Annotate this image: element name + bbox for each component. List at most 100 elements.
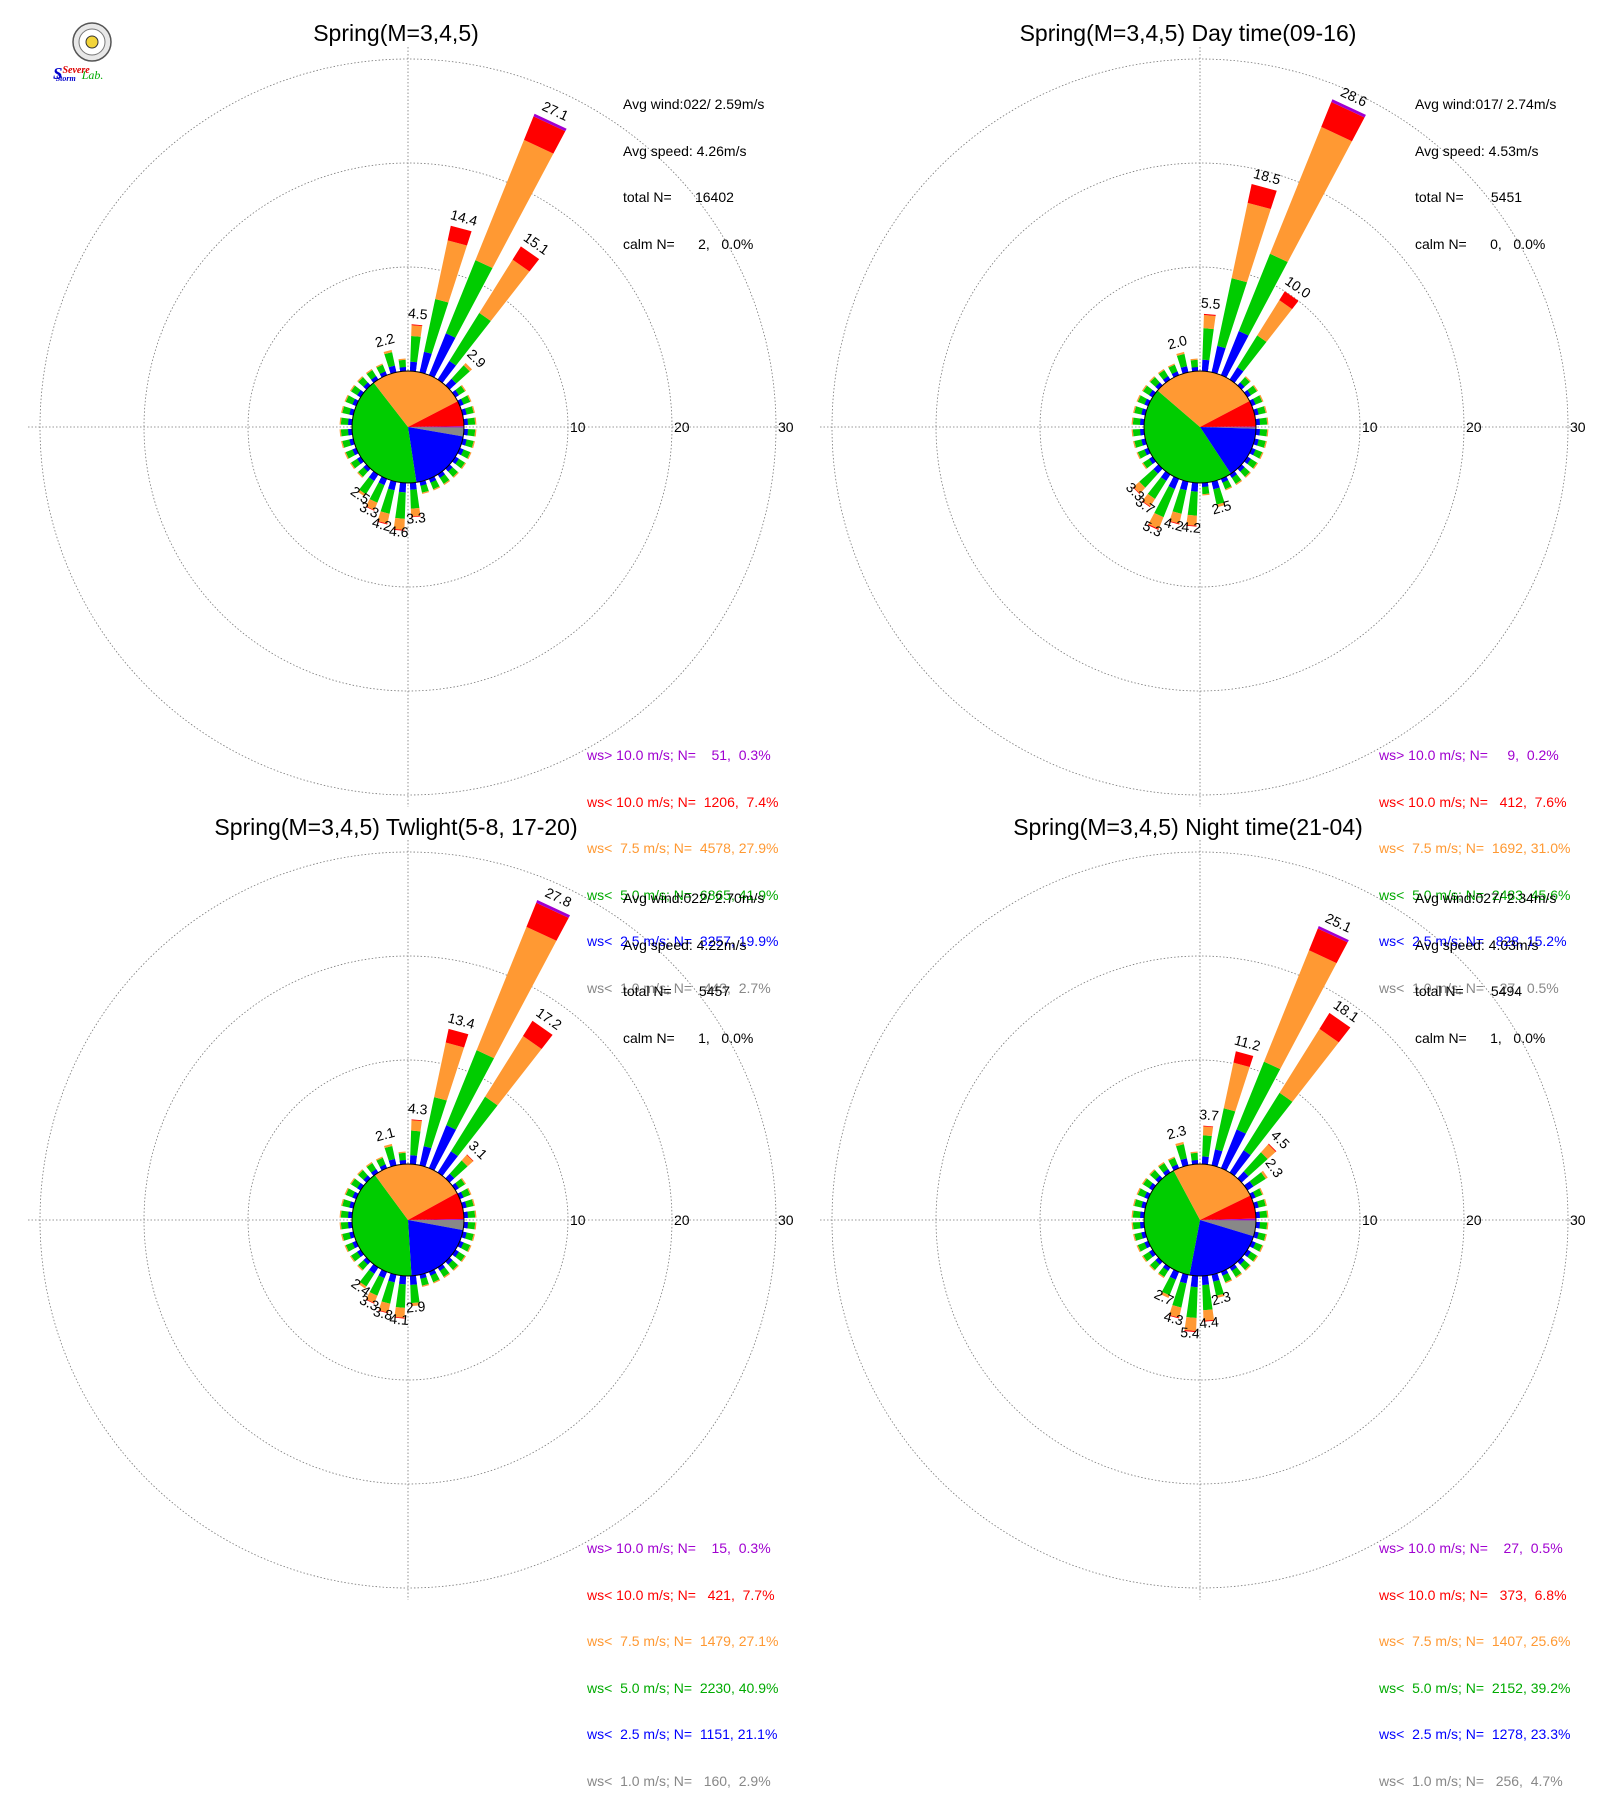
stats-box: Avg wind:022/ 2.70m/s Avg speed: 4.22m/s… bbox=[623, 860, 764, 1077]
petal-segment bbox=[345, 1242, 356, 1252]
petal-base bbox=[363, 382, 371, 390]
petal-segment bbox=[1168, 1314, 1180, 1319]
petal-label: 5.5 bbox=[1200, 294, 1221, 312]
petal-segment bbox=[398, 359, 406, 368]
petal-segment bbox=[366, 369, 377, 380]
petal-segment bbox=[1167, 363, 1175, 368]
petal-segment bbox=[467, 1245, 472, 1253]
petal-segment bbox=[357, 489, 366, 497]
petal-segment bbox=[460, 384, 467, 392]
petal-segment bbox=[447, 225, 472, 246]
petal-segment bbox=[434, 1042, 465, 1101]
petal-base bbox=[1171, 1269, 1180, 1276]
legend-lt7-5: ws< 7.5 m/s; N= 1692, 31.0% bbox=[1379, 840, 1571, 856]
petal-segment bbox=[1190, 1152, 1198, 1161]
petal-label: 4.5 bbox=[408, 305, 429, 323]
petal-segment bbox=[1263, 1198, 1267, 1207]
petal-base bbox=[352, 447, 359, 456]
legend-lt2-5: ws< 2.5 m/s; N= 1278, 23.3% bbox=[1379, 1726, 1571, 1742]
petal-base bbox=[1191, 367, 1199, 372]
petal-segment bbox=[1132, 486, 1141, 495]
petal-segment bbox=[376, 1157, 386, 1168]
legend-lt1: ws< 1.0 m/s; N= 160, 2.9% bbox=[587, 1772, 771, 1789]
petal-segment bbox=[1136, 394, 1141, 402]
windrose-figure: 10 20 304.514.427.115.12.92.23.34.64.23.32… bbox=[28, 47, 1586, 1600]
petal-segment bbox=[1203, 1319, 1215, 1322]
petal-segment bbox=[455, 1178, 466, 1189]
petal-segment bbox=[1132, 1222, 1141, 1230]
petal-label: 2.9 bbox=[405, 1298, 426, 1316]
petal-segment bbox=[1244, 1264, 1251, 1271]
petal-segment bbox=[450, 1096, 498, 1157]
petal-base bbox=[1249, 1240, 1256, 1249]
petal-segment bbox=[451, 365, 470, 384]
petal-segment bbox=[1259, 1210, 1268, 1218]
calm-pie-slice bbox=[408, 426, 464, 428]
ring-label: 20 bbox=[1466, 1212, 1482, 1228]
logo-word-2: Storm bbox=[55, 74, 76, 83]
petal-segment bbox=[342, 1232, 352, 1241]
petal-segment bbox=[350, 1251, 361, 1262]
petal-segment bbox=[430, 1272, 440, 1283]
total-count: total N= 5451 bbox=[1415, 189, 1523, 205]
petal-segment bbox=[471, 440, 475, 449]
petal-segment bbox=[398, 1152, 406, 1161]
petal-segment bbox=[428, 1125, 457, 1171]
petal-segment bbox=[460, 1188, 471, 1198]
petal-segment bbox=[1132, 417, 1141, 425]
petal-segment bbox=[411, 1119, 423, 1122]
petal-segment bbox=[357, 1264, 364, 1271]
petal-segment bbox=[460, 1177, 467, 1185]
petal-segment bbox=[421, 1283, 430, 1287]
petal-base bbox=[1249, 447, 1256, 456]
petal-segment bbox=[1157, 368, 1165, 375]
calm-pie-slice bbox=[1200, 1195, 1256, 1220]
petal-segment bbox=[342, 439, 352, 448]
petal-segment bbox=[1157, 1161, 1165, 1168]
petal-segment bbox=[340, 429, 349, 437]
petal-segment bbox=[375, 363, 383, 368]
petal-segment bbox=[1133, 481, 1146, 494]
petal-segment bbox=[1202, 1284, 1213, 1311]
petal-segment bbox=[420, 1276, 429, 1286]
petal-segment bbox=[340, 1222, 349, 1230]
petal-segment bbox=[419, 351, 432, 374]
calm-pie-slice bbox=[1173, 1163, 1251, 1220]
ring-label: 20 bbox=[674, 419, 690, 435]
petal-segment bbox=[460, 462, 467, 470]
calm-pie-slice bbox=[374, 1164, 458, 1220]
petal-segment bbox=[443, 1272, 451, 1279]
petal-segment bbox=[467, 417, 476, 425]
petal-segment bbox=[1175, 1141, 1184, 1147]
petal-segment bbox=[467, 1222, 476, 1230]
petal-segment bbox=[464, 1199, 474, 1208]
petal-segment bbox=[1160, 1291, 1170, 1298]
petal-base bbox=[357, 390, 364, 398]
legend-lt5: ws< 5.0 m/s; N= 2483, 45.6% bbox=[1379, 886, 1571, 903]
petal-segment bbox=[1132, 1210, 1141, 1218]
petal-segment bbox=[1136, 1187, 1141, 1195]
petal-base bbox=[1163, 471, 1171, 478]
petal-base bbox=[409, 482, 417, 487]
petal-segment bbox=[358, 1281, 367, 1289]
petal-segment bbox=[1233, 1051, 1254, 1068]
petal-segment bbox=[1249, 1172, 1266, 1187]
petal-segment bbox=[357, 376, 364, 383]
petal-segment bbox=[433, 486, 441, 491]
avg-speed: Avg speed: 4.22m/s bbox=[623, 936, 747, 953]
petal-segment bbox=[1257, 300, 1293, 342]
petal-segment bbox=[439, 1267, 450, 1278]
petal-base bbox=[1155, 464, 1163, 472]
petal-segment bbox=[393, 528, 405, 531]
legend-gt10: ws> 10.0 m/s; N= 27, 0.5% bbox=[1379, 1540, 1563, 1556]
petal-segment bbox=[1261, 1170, 1268, 1179]
petal-segment bbox=[1222, 1272, 1232, 1283]
petal-segment bbox=[344, 452, 349, 460]
petal-segment bbox=[394, 1316, 405, 1319]
petal-base bbox=[445, 382, 453, 390]
petal-base bbox=[399, 482, 407, 487]
petal-segment bbox=[398, 358, 406, 361]
petal-segment bbox=[1231, 1267, 1242, 1278]
petal-segment bbox=[365, 1161, 373, 1168]
petal-base bbox=[457, 398, 464, 407]
